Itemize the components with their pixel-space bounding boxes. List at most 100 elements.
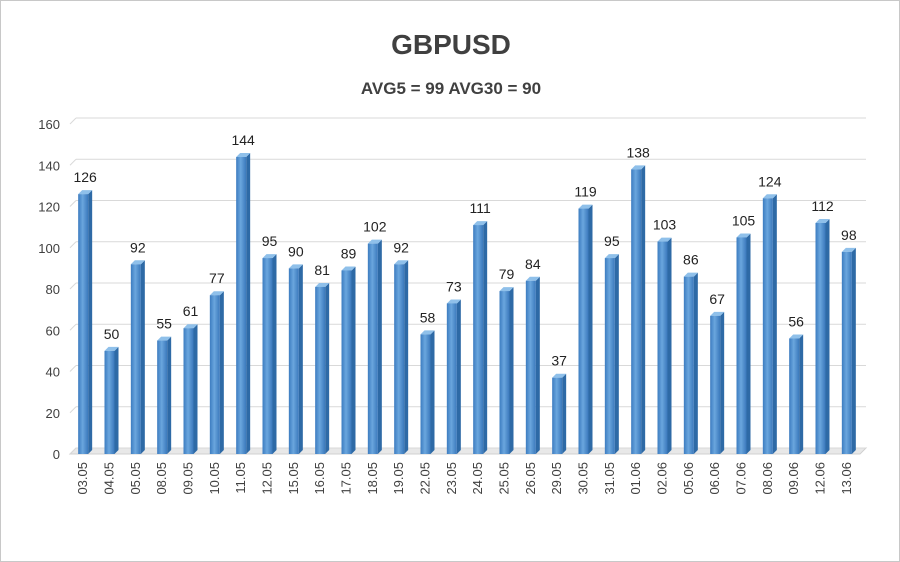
bar-side [772,194,777,454]
bar-side [140,260,145,454]
bar-top [209,291,224,296]
bar [841,251,852,454]
bar [78,194,89,454]
x-tick-label: 12.05 [260,462,275,495]
gridline-diagonal [69,117,77,125]
bar [157,340,168,454]
x-tick-label: 30.05 [576,462,591,495]
bar-side [483,221,488,454]
bar-top [815,219,830,223]
bar-top [367,239,382,244]
x-tick-label: 22.05 [418,462,433,495]
bar [552,377,563,454]
y-tick-label: 160 [38,117,60,132]
bar-side [272,254,277,454]
bar-top [288,264,303,269]
bar-top [157,336,172,341]
bars [78,153,856,454]
bar-top [525,276,540,281]
bar-top [315,282,330,287]
x-tick-label: 08.06 [760,462,775,495]
bar [578,208,589,454]
gridline-diagonal [69,282,77,290]
bar-top [262,254,277,259]
data-label: 79 [499,266,515,282]
data-label: 95 [604,233,620,249]
bar-side [298,264,303,454]
chart-subtitle: AVG5 = 99 AVG30 = 90 [360,79,542,98]
bar-side [799,334,804,454]
bar-side [193,324,198,454]
chart-title: GBPUSD [391,29,511,60]
data-label: 81 [314,262,330,278]
x-tick-label: 01.06 [628,462,643,495]
gridline-diagonal [69,200,77,207]
bar-side [641,165,646,454]
data-label: 90 [288,243,304,259]
bar [683,276,694,454]
bar-side [246,153,251,454]
data-label: 61 [183,303,199,319]
bar-top [473,221,488,226]
data-label: 84 [525,256,541,272]
bar-side [88,190,93,454]
gridline-diagonal [69,158,77,166]
x-tick-label: 07.06 [734,462,749,495]
gridline-diagonal [69,406,77,414]
bar-top [604,254,619,259]
x-tick-label: 19.05 [391,462,406,495]
data-label: 138 [626,144,650,160]
bar [130,264,141,454]
bar-top [683,272,698,277]
bar-side [562,373,567,454]
bar-side [325,282,330,454]
y-tick-label: 20 [46,406,60,421]
bar-side [219,291,224,454]
y-tick-label: 0 [53,447,60,462]
x-tick-label: 02.06 [655,462,670,495]
bar-side [746,233,751,454]
data-label: 37 [551,353,567,369]
data-label: 50 [104,326,120,342]
bar-side [720,311,725,454]
bar-top [710,311,725,316]
data-label: 56 [788,314,804,330]
bar [315,286,326,454]
bar-top [552,373,567,378]
x-tick-label: 10.05 [207,462,222,495]
bar-top [657,237,672,242]
x-tick-label: 09.06 [786,462,801,495]
bar-top [183,324,198,329]
x-tick-label: 12.06 [813,462,828,495]
x-tick-label: 24.05 [470,462,485,495]
bar-side [114,346,119,454]
y-tick-label: 40 [46,365,60,380]
x-tick-label: 05.05 [128,462,143,495]
x-tick-label: 25.05 [497,462,512,495]
bar-side [351,266,356,454]
gridline-diagonal [69,365,77,372]
data-label: 92 [130,239,146,255]
data-label: 112 [811,198,834,214]
bar [762,198,773,454]
bar-top [762,194,777,199]
data-label: 144 [231,132,255,148]
data-label: 86 [683,252,699,268]
bar-side [667,237,672,454]
bar-top [789,334,804,339]
bar-top [130,260,145,265]
x-tick-label: 18.05 [365,462,380,495]
data-label: 124 [758,173,782,189]
bar-side [456,299,461,454]
data-label: 77 [209,270,225,286]
x-tick-label: 06.06 [707,462,722,495]
bar [209,295,220,454]
data-label: 111 [470,200,491,216]
bar [473,225,484,454]
data-label: 95 [262,233,278,249]
bar [420,334,431,454]
bar [604,258,615,454]
data-label: 58 [420,309,436,325]
bar-top [236,153,251,157]
